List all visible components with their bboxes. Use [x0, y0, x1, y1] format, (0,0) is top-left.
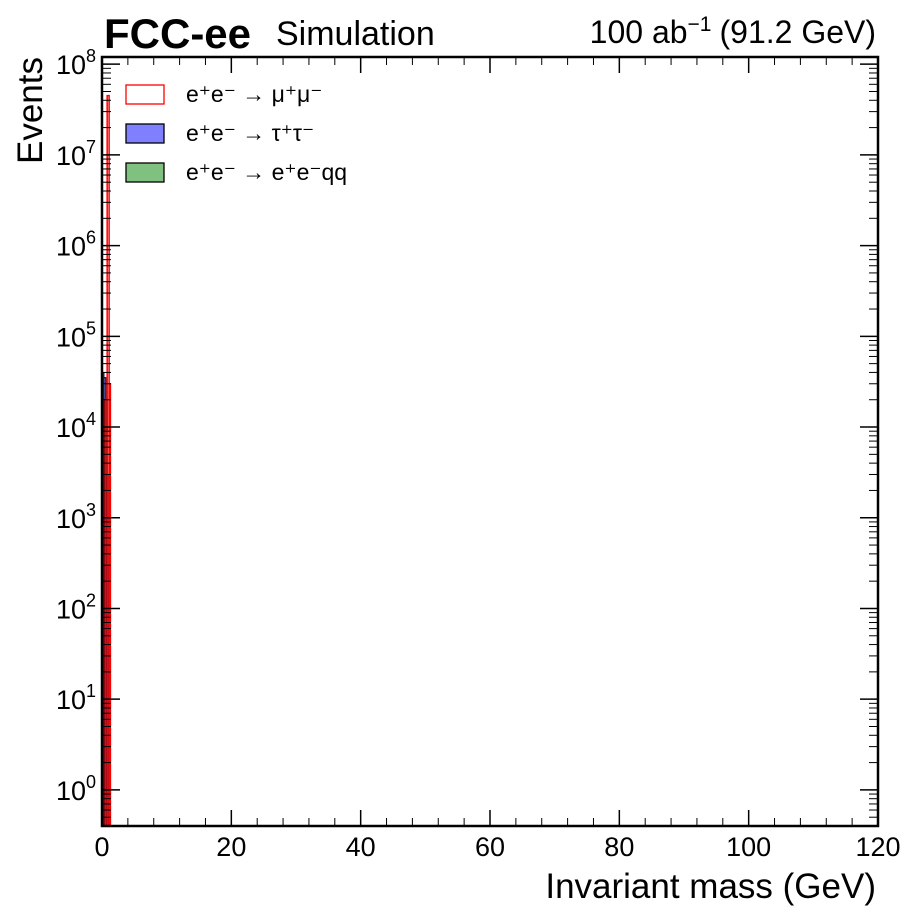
- y-tick-base: 10: [56, 685, 86, 715]
- y-tick-exponent: 0: [86, 772, 96, 792]
- y-tick-base: 10: [56, 594, 86, 624]
- legend-swatch-0: [125, 84, 165, 105]
- x-axis-label: Invariant mass (GeV): [545, 867, 876, 906]
- x-tick-label: 60: [475, 832, 505, 862]
- y-tick-label: 105: [56, 318, 96, 352]
- x-tick-label: 80: [604, 832, 634, 862]
- y-tick-label: 103: [56, 500, 96, 534]
- legend-label-2: e⁺e⁻ → e⁺e⁻qq: [186, 159, 347, 185]
- y-tick-exponent: 1: [86, 681, 96, 701]
- y-tick-label: 101: [56, 681, 96, 715]
- y-tick-base: 10: [56, 322, 86, 352]
- luminosity-label: 100 ab−1 (91.2 GeV): [590, 13, 876, 50]
- experiment-label: FCC-ee: [104, 10, 251, 57]
- y-tick-label: 100: [56, 772, 96, 806]
- legend-label-1: e⁺e⁻ → τ⁺τ⁻: [186, 120, 314, 146]
- histogram-step-s0-b2: [108, 383, 112, 827]
- plot-area: [101, 94, 112, 827]
- y-tick-exponent: 6: [86, 228, 96, 248]
- y-tick-base: 10: [56, 50, 86, 80]
- y-tick-exponent: 2: [86, 590, 96, 610]
- legend-swatch-2: [125, 162, 165, 183]
- luminosity-exponent: −1: [688, 13, 712, 36]
- y-tick-base: 10: [56, 504, 86, 534]
- x-tick-label: 40: [346, 832, 376, 862]
- y-tick-label: 107: [56, 137, 96, 171]
- x-tick-label: 120: [855, 832, 900, 862]
- y-tick-exponent: 8: [86, 46, 96, 66]
- x-tick-label: 100: [726, 832, 771, 862]
- luminosity-value: 100 ab: [590, 14, 688, 50]
- y-tick-label: 108: [56, 46, 96, 80]
- legend: e⁺e⁻ → μ⁺μ⁻ e⁺e⁻ → τ⁺τ⁻ e⁺e⁻ → e⁺e⁻qq: [125, 81, 347, 185]
- y-tick-exponent: 3: [86, 500, 96, 520]
- legend-label-0: e⁺e⁻ → μ⁺μ⁻: [186, 81, 322, 107]
- y-tick-base: 10: [56, 413, 86, 443]
- y-tick-exponent: 4: [86, 409, 96, 429]
- y-tick-label: 104: [56, 409, 96, 443]
- energy-label: (91.2 GeV): [719, 14, 876, 50]
- y-tick-base: 10: [56, 776, 86, 806]
- y-axis-label: Events: [11, 57, 50, 164]
- x-tick-label: 20: [216, 832, 246, 862]
- axes: 0 20 40 60 80 100 1201001011021031041051061071…: [56, 46, 901, 862]
- y-tick-exponent: 7: [86, 137, 96, 157]
- y-tick-label: 106: [56, 228, 96, 262]
- legend-swatch-1: [125, 123, 165, 144]
- y-tick-base: 10: [56, 141, 86, 171]
- y-tick-exponent: 5: [86, 318, 96, 338]
- simulation-tag: Simulation: [276, 15, 435, 53]
- y-tick-base: 10: [56, 232, 86, 262]
- y-tick-label: 102: [56, 590, 96, 624]
- x-tick-label: 0: [94, 832, 109, 862]
